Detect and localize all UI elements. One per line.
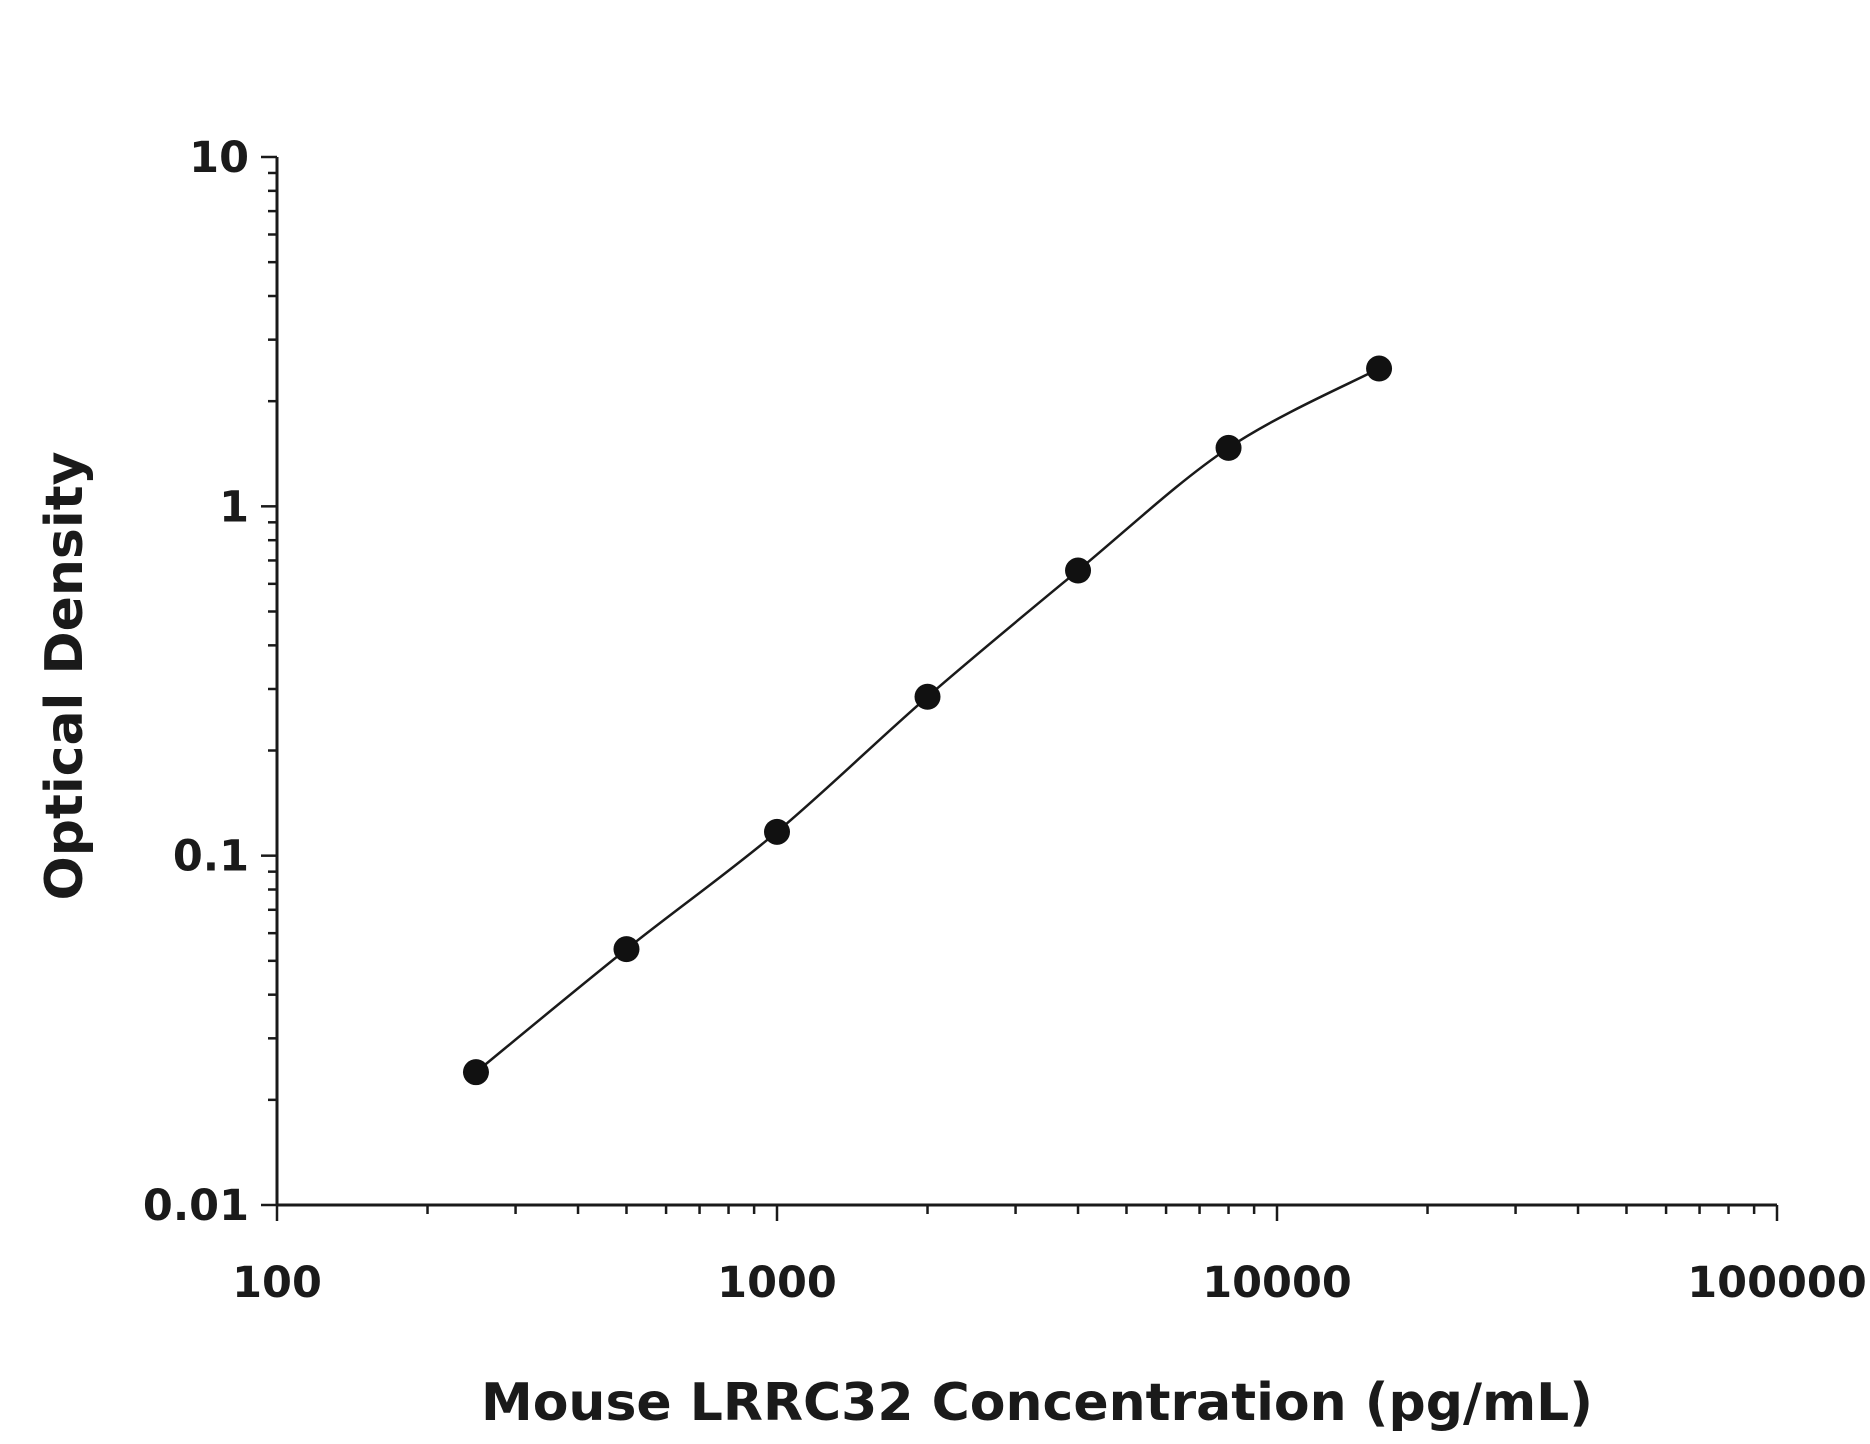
y-axis-title: Optical Density bbox=[35, 452, 95, 901]
y-tick-label: 10 bbox=[189, 133, 249, 183]
y-tick-label: 1 bbox=[219, 482, 249, 532]
y-ticks: 0.01 0.1 1 10 bbox=[143, 133, 277, 1231]
y-tick-label: 0.01 bbox=[143, 1181, 249, 1231]
x-tick-label: 100 bbox=[232, 1258, 322, 1308]
x-tick-label: 10000 bbox=[1202, 1258, 1352, 1308]
x-ticks: 100 1000 10000 100000 bbox=[232, 1205, 1867, 1308]
y-tick-label: 0.1 bbox=[173, 832, 249, 882]
data-point bbox=[1065, 557, 1092, 584]
data-point bbox=[462, 1059, 489, 1086]
x-tick-label: 100000 bbox=[1687, 1258, 1867, 1308]
data-point bbox=[764, 818, 790, 845]
data-points bbox=[462, 355, 1393, 1086]
fit-curve bbox=[475, 367, 1380, 1074]
x-tick-label: 1000 bbox=[717, 1258, 837, 1308]
x-axis-title: Mouse LRRC32 Concentration (pg/mL) bbox=[481, 1373, 1593, 1433]
data-point bbox=[914, 683, 941, 710]
axes: 100 1000 10000 100000 0.01 0.1 1 10 bbox=[143, 133, 1867, 1308]
data-point bbox=[1215, 434, 1242, 461]
data-point bbox=[1366, 355, 1393, 382]
data-point bbox=[613, 936, 640, 963]
